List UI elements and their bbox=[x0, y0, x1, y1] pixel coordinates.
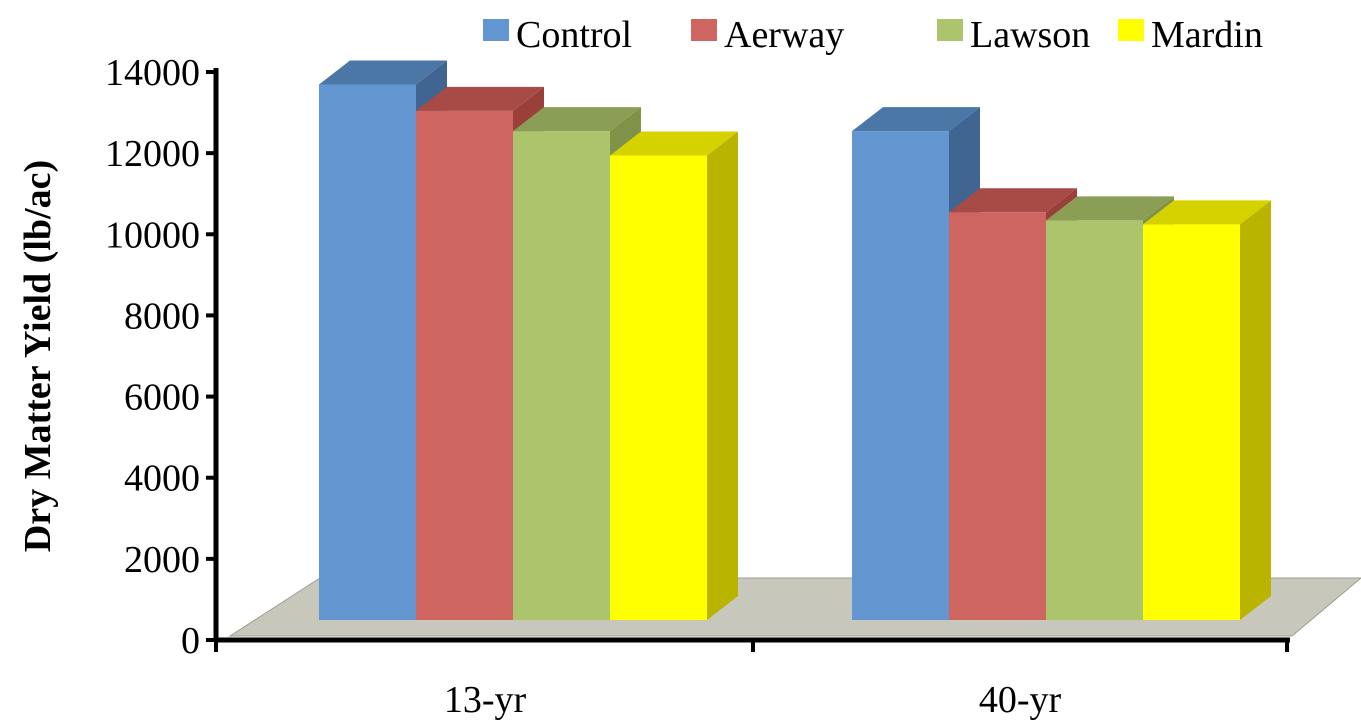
bars-layer bbox=[319, 60, 1271, 621]
x-category-label: 40-yr bbox=[979, 679, 1062, 721]
bar-top bbox=[852, 107, 980, 132]
y-tick-label: 2000 bbox=[124, 539, 200, 581]
bar-front bbox=[852, 131, 949, 620]
bar-top bbox=[949, 188, 1077, 213]
bar-top bbox=[1046, 196, 1174, 221]
legend-label: Aerway bbox=[724, 14, 844, 56]
bar-front bbox=[949, 212, 1046, 620]
bar-mardin-40-yr bbox=[1143, 200, 1271, 620]
y-tick-label: 6000 bbox=[124, 377, 200, 419]
bar-front bbox=[416, 110, 513, 620]
bar-top bbox=[513, 107, 641, 132]
y-axis-title: Dry Matter Yield (lb/ac) bbox=[17, 160, 59, 552]
bar-side bbox=[1240, 200, 1271, 620]
legend: Control Aerway Lawson Mardin bbox=[483, 14, 1263, 56]
y-tick-label: 0 bbox=[181, 620, 200, 662]
bar-front bbox=[319, 84, 416, 620]
y-ticks-layer: 0 2000 4000 6000 8000 10000 12000 14000 bbox=[105, 52, 216, 662]
bar-top bbox=[416, 86, 544, 111]
legend-item-aerway: Aerway bbox=[691, 14, 844, 56]
legend-label: Control bbox=[516, 14, 632, 56]
bar-mardin-13-yr bbox=[610, 131, 738, 620]
bar-front bbox=[1143, 224, 1240, 620]
y-tick-label: 14000 bbox=[105, 52, 200, 94]
legend-label: Lawson bbox=[970, 14, 1090, 56]
x-category-label: 13-yr bbox=[444, 679, 527, 721]
bar-top bbox=[610, 131, 738, 156]
bar-side bbox=[707, 131, 738, 620]
y-tick-label: 4000 bbox=[124, 458, 200, 500]
legend-swatch bbox=[691, 19, 717, 41]
bar-front bbox=[1046, 220, 1143, 620]
legend-swatch bbox=[937, 19, 963, 41]
bar-top bbox=[1143, 200, 1271, 225]
bar-top bbox=[319, 60, 447, 85]
legend-item-lawson: Lawson bbox=[937, 14, 1090, 56]
legend-swatch bbox=[1118, 19, 1144, 41]
legend-item-mardin: Mardin bbox=[1118, 14, 1263, 56]
x-ticks-layer: 13-yr 40-yr bbox=[214, 640, 1289, 721]
bar-front bbox=[513, 131, 610, 620]
bar-front bbox=[610, 155, 707, 620]
legend-swatch bbox=[483, 19, 509, 41]
y-tick-label: 8000 bbox=[124, 295, 200, 337]
legend-label: Mardin bbox=[1151, 14, 1263, 56]
y-tick-label: 10000 bbox=[105, 214, 200, 256]
y-tick-label: 12000 bbox=[105, 133, 200, 175]
legend-item-control: Control bbox=[483, 14, 632, 56]
